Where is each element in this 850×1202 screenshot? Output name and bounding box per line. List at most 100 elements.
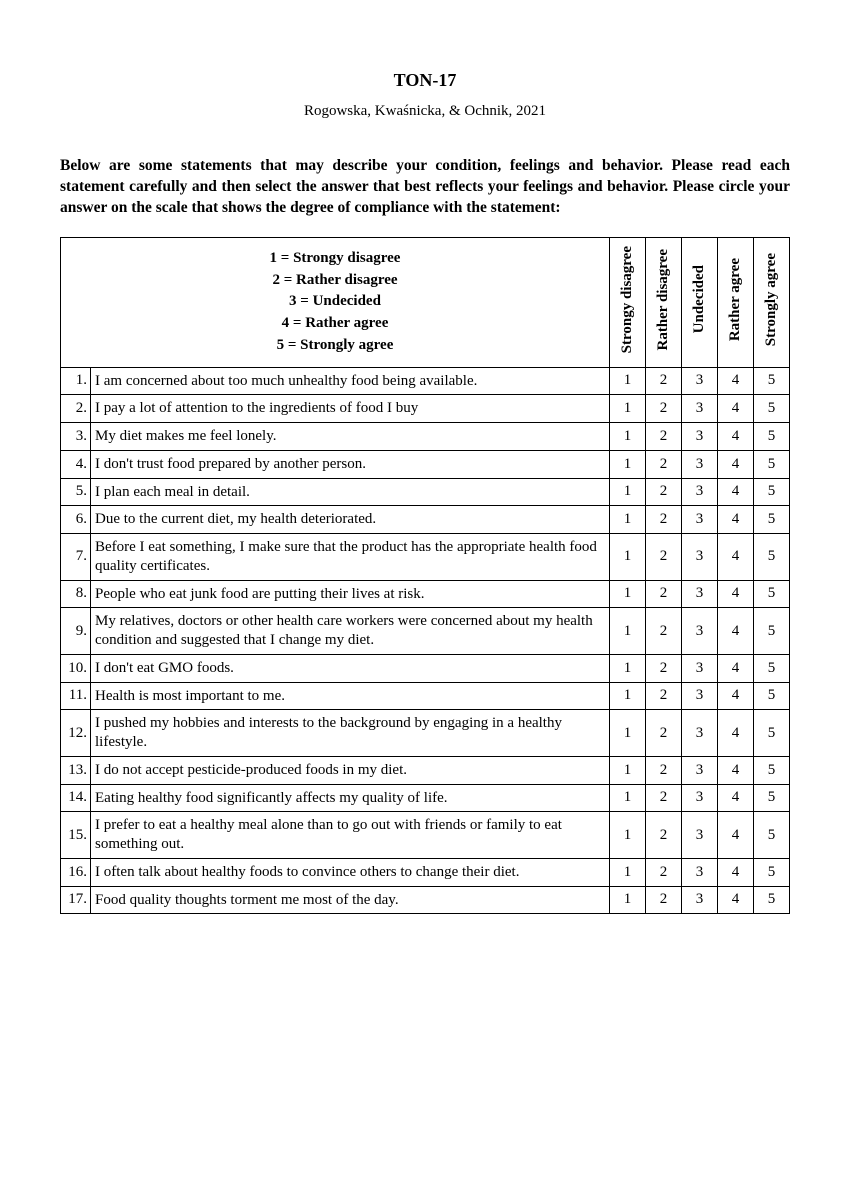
- response-option[interactable]: 3: [682, 812, 718, 859]
- response-option[interactable]: 4: [718, 858, 754, 886]
- response-option[interactable]: 2: [646, 682, 682, 710]
- response-option[interactable]: 2: [646, 395, 682, 423]
- response-option[interactable]: 4: [718, 506, 754, 534]
- column-header-rather-agree: Rather agree: [718, 237, 754, 367]
- response-option[interactable]: 1: [610, 534, 646, 581]
- response-option[interactable]: 3: [682, 395, 718, 423]
- item-number: 9.: [61, 608, 91, 655]
- response-option[interactable]: 5: [754, 654, 790, 682]
- response-option[interactable]: 5: [754, 478, 790, 506]
- response-option[interactable]: 3: [682, 886, 718, 914]
- response-option[interactable]: 3: [682, 654, 718, 682]
- response-option[interactable]: 2: [646, 784, 682, 812]
- response-option[interactable]: 2: [646, 478, 682, 506]
- response-option[interactable]: 3: [682, 580, 718, 608]
- response-option[interactable]: 1: [610, 367, 646, 395]
- response-option[interactable]: 3: [682, 784, 718, 812]
- response-option[interactable]: 3: [682, 534, 718, 581]
- response-option[interactable]: 1: [610, 580, 646, 608]
- response-option[interactable]: 2: [646, 580, 682, 608]
- response-option[interactable]: 4: [718, 812, 754, 859]
- response-option[interactable]: 4: [718, 756, 754, 784]
- response-option[interactable]: 4: [718, 784, 754, 812]
- response-option[interactable]: 1: [610, 608, 646, 655]
- response-option[interactable]: 5: [754, 886, 790, 914]
- survey-table: 1 = Strongy disagree 2 = Rather disagree…: [60, 237, 790, 915]
- response-option[interactable]: 5: [754, 534, 790, 581]
- response-option[interactable]: 4: [718, 478, 754, 506]
- response-option[interactable]: 2: [646, 367, 682, 395]
- response-option[interactable]: 5: [754, 395, 790, 423]
- response-option[interactable]: 1: [610, 506, 646, 534]
- response-option[interactable]: 5: [754, 710, 790, 757]
- response-option[interactable]: 3: [682, 710, 718, 757]
- response-option[interactable]: 2: [646, 756, 682, 784]
- response-option[interactable]: 3: [682, 756, 718, 784]
- response-option[interactable]: 2: [646, 886, 682, 914]
- table-row: 17.Food quality thoughts torment me most…: [61, 886, 790, 914]
- response-option[interactable]: 2: [646, 858, 682, 886]
- response-option[interactable]: 4: [718, 580, 754, 608]
- response-option[interactable]: 4: [718, 608, 754, 655]
- table-row: 15.I prefer to eat a healthy meal alone …: [61, 812, 790, 859]
- response-option[interactable]: 1: [610, 886, 646, 914]
- response-option[interactable]: 5: [754, 450, 790, 478]
- response-option[interactable]: 1: [610, 784, 646, 812]
- item-statement: I don't trust food prepared by another p…: [91, 450, 610, 478]
- response-option[interactable]: 1: [610, 654, 646, 682]
- response-option[interactable]: 1: [610, 395, 646, 423]
- response-option[interactable]: 2: [646, 654, 682, 682]
- item-number: 7.: [61, 534, 91, 581]
- response-option[interactable]: 4: [718, 534, 754, 581]
- item-number: 10.: [61, 654, 91, 682]
- response-option[interactable]: 1: [610, 450, 646, 478]
- response-option[interactable]: 1: [610, 756, 646, 784]
- response-option[interactable]: 2: [646, 608, 682, 655]
- response-option[interactable]: 4: [718, 395, 754, 423]
- response-option[interactable]: 3: [682, 423, 718, 451]
- column-header-strongly-agree: Strongly agree: [754, 237, 790, 367]
- response-option[interactable]: 2: [646, 423, 682, 451]
- response-option[interactable]: 3: [682, 450, 718, 478]
- response-option[interactable]: 5: [754, 367, 790, 395]
- response-option[interactable]: 5: [754, 858, 790, 886]
- item-statement: I often talk about healthy foods to conv…: [91, 858, 610, 886]
- column-header-undecided: Undecided: [682, 237, 718, 367]
- response-option[interactable]: 1: [610, 423, 646, 451]
- response-option[interactable]: 4: [718, 450, 754, 478]
- table-row: 6.Due to the current diet, my health det…: [61, 506, 790, 534]
- response-option[interactable]: 5: [754, 506, 790, 534]
- response-option[interactable]: 4: [718, 367, 754, 395]
- response-option[interactable]: 3: [682, 608, 718, 655]
- response-option[interactable]: 1: [610, 478, 646, 506]
- response-option[interactable]: 5: [754, 608, 790, 655]
- response-option[interactable]: 1: [610, 858, 646, 886]
- response-option[interactable]: 1: [610, 812, 646, 859]
- response-option[interactable]: 1: [610, 710, 646, 757]
- response-option[interactable]: 5: [754, 580, 790, 608]
- response-option[interactable]: 2: [646, 710, 682, 757]
- response-option[interactable]: 3: [682, 858, 718, 886]
- item-statement: I pushed my hobbies and interests to the…: [91, 710, 610, 757]
- response-option[interactable]: 5: [754, 784, 790, 812]
- table-row: 16.I often talk about healthy foods to c…: [61, 858, 790, 886]
- response-option[interactable]: 4: [718, 886, 754, 914]
- response-option[interactable]: 3: [682, 478, 718, 506]
- response-option[interactable]: 3: [682, 506, 718, 534]
- response-option[interactable]: 3: [682, 367, 718, 395]
- response-option[interactable]: 5: [754, 812, 790, 859]
- legend-line: 4 = Rather agree: [282, 315, 389, 331]
- response-option[interactable]: 4: [718, 710, 754, 757]
- response-option[interactable]: 5: [754, 682, 790, 710]
- response-option[interactable]: 3: [682, 682, 718, 710]
- response-option[interactable]: 4: [718, 654, 754, 682]
- response-option[interactable]: 2: [646, 506, 682, 534]
- response-option[interactable]: 2: [646, 534, 682, 581]
- response-option[interactable]: 2: [646, 812, 682, 859]
- response-option[interactable]: 4: [718, 423, 754, 451]
- response-option[interactable]: 5: [754, 756, 790, 784]
- response-option[interactable]: 2: [646, 450, 682, 478]
- response-option[interactable]: 5: [754, 423, 790, 451]
- response-option[interactable]: 1: [610, 682, 646, 710]
- response-option[interactable]: 4: [718, 682, 754, 710]
